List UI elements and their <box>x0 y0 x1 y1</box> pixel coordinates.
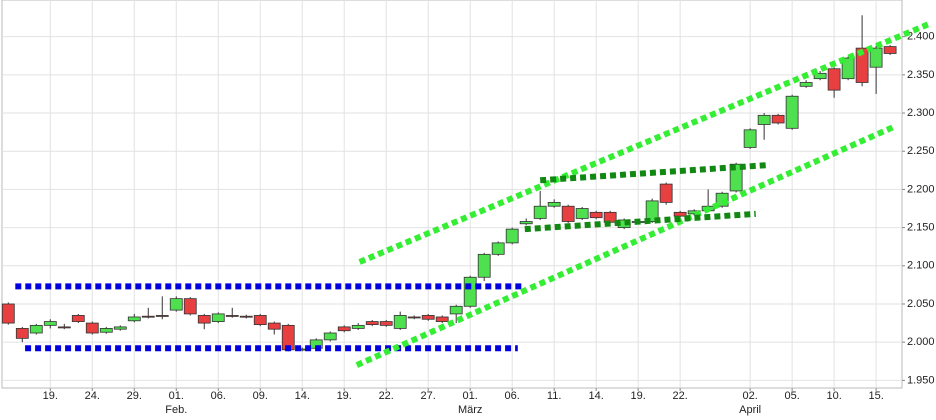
candle-body <box>1 303 15 324</box>
candle-body <box>85 322 99 334</box>
candle-body <box>799 82 813 87</box>
candle-body <box>127 316 141 322</box>
candle-body <box>183 298 197 315</box>
x-tick-label: 06. <box>211 390 226 402</box>
candle-body <box>239 315 253 318</box>
candle-body <box>337 326 351 332</box>
y-tick-label: 2.300 <box>907 107 935 119</box>
candle-body <box>141 315 155 318</box>
candle-body <box>771 114 785 124</box>
x-tick-label: 01. <box>463 390 478 402</box>
candle-body <box>393 315 407 329</box>
x-tick-label: 19. <box>631 390 646 402</box>
candle-body <box>841 57 855 80</box>
x-tick-label: 27. <box>421 390 436 402</box>
candle-body <box>785 95 799 129</box>
x-tick-label: 06. <box>505 390 520 402</box>
candle-body <box>225 315 239 317</box>
candle-body <box>743 129 757 148</box>
candle-body <box>155 315 169 317</box>
candle-body <box>659 183 673 203</box>
month-label: April <box>739 404 761 416</box>
candle-body <box>869 47 883 68</box>
y-tick-label: 2.200 <box>907 183 935 195</box>
candle-body <box>827 68 841 91</box>
candle-body <box>435 316 449 322</box>
x-tick-label: 19. <box>337 390 352 402</box>
candle-body <box>197 315 211 324</box>
candle-body <box>547 202 561 207</box>
x-tick-label: 24. <box>85 390 100 402</box>
x-tick-label: 10. <box>826 390 841 402</box>
trend-line <box>358 21 930 265</box>
candle-body <box>169 298 183 311</box>
candle-body <box>855 47 869 83</box>
plot-area <box>1 0 903 389</box>
candle-body <box>589 211 603 219</box>
candle-body <box>463 276 477 307</box>
x-tick-label: 22. <box>379 390 394 402</box>
candle-body <box>407 316 421 319</box>
candle-body <box>99 328 113 333</box>
candle-body <box>253 315 267 326</box>
candle-body <box>645 200 659 222</box>
x-tick-label: 19. <box>43 390 58 402</box>
candle-body <box>575 208 589 219</box>
y-tick-label: 2.250 <box>907 145 935 157</box>
trend-line <box>539 161 770 184</box>
y-tick-label: 2.100 <box>907 260 935 272</box>
x-tick-label: 11. <box>547 390 561 402</box>
candle-body <box>113 326 127 330</box>
y-tick-label: 1.950 <box>907 374 935 386</box>
candle-body <box>561 205 575 222</box>
trend-line <box>524 210 756 233</box>
candle-body <box>729 163 743 192</box>
x-tick-label: 09. <box>253 390 268 402</box>
candle-body <box>365 321 379 326</box>
y-tick-label: 2.400 <box>907 31 935 43</box>
candle-body <box>449 305 463 315</box>
candle-body <box>379 321 393 326</box>
trend-line <box>355 123 897 368</box>
candle-body <box>883 46 897 54</box>
x-tick-label: 14. <box>295 390 310 402</box>
x-tick-label: 05. <box>784 390 799 402</box>
month-label: März <box>458 404 482 416</box>
candle-body <box>323 332 337 341</box>
x-tick-label: 02. <box>742 390 757 402</box>
candle-body <box>813 72 827 80</box>
x-tick-label: 14. <box>589 390 604 402</box>
candle-body <box>29 324 43 334</box>
y-tick-label: 2.350 <box>907 69 935 81</box>
month-label: Feb. <box>165 404 187 416</box>
candle-body <box>351 324 365 329</box>
candle-body <box>43 321 57 326</box>
candle-body <box>71 315 85 322</box>
candle-body <box>757 114 771 125</box>
x-tick-label: 22. <box>673 390 688 402</box>
candle-body <box>421 315 435 320</box>
candle-body <box>211 313 225 322</box>
candle-body <box>519 221 533 225</box>
x-tick-label: 01. <box>169 390 184 402</box>
candle-body <box>491 242 505 255</box>
candle-body <box>57 326 71 329</box>
y-tick-label: 2.000 <box>907 336 935 348</box>
x-tick-label: 29. <box>127 390 142 402</box>
candle-body <box>15 328 29 339</box>
candle-body <box>533 205 547 219</box>
candle-body <box>505 228 519 244</box>
x-tick-label: 15. <box>868 390 883 402</box>
candle-body <box>267 322 281 330</box>
y-tick-label: 2.150 <box>907 222 935 234</box>
y-tick-label: 2.050 <box>907 298 935 310</box>
candle-body <box>477 253 491 278</box>
